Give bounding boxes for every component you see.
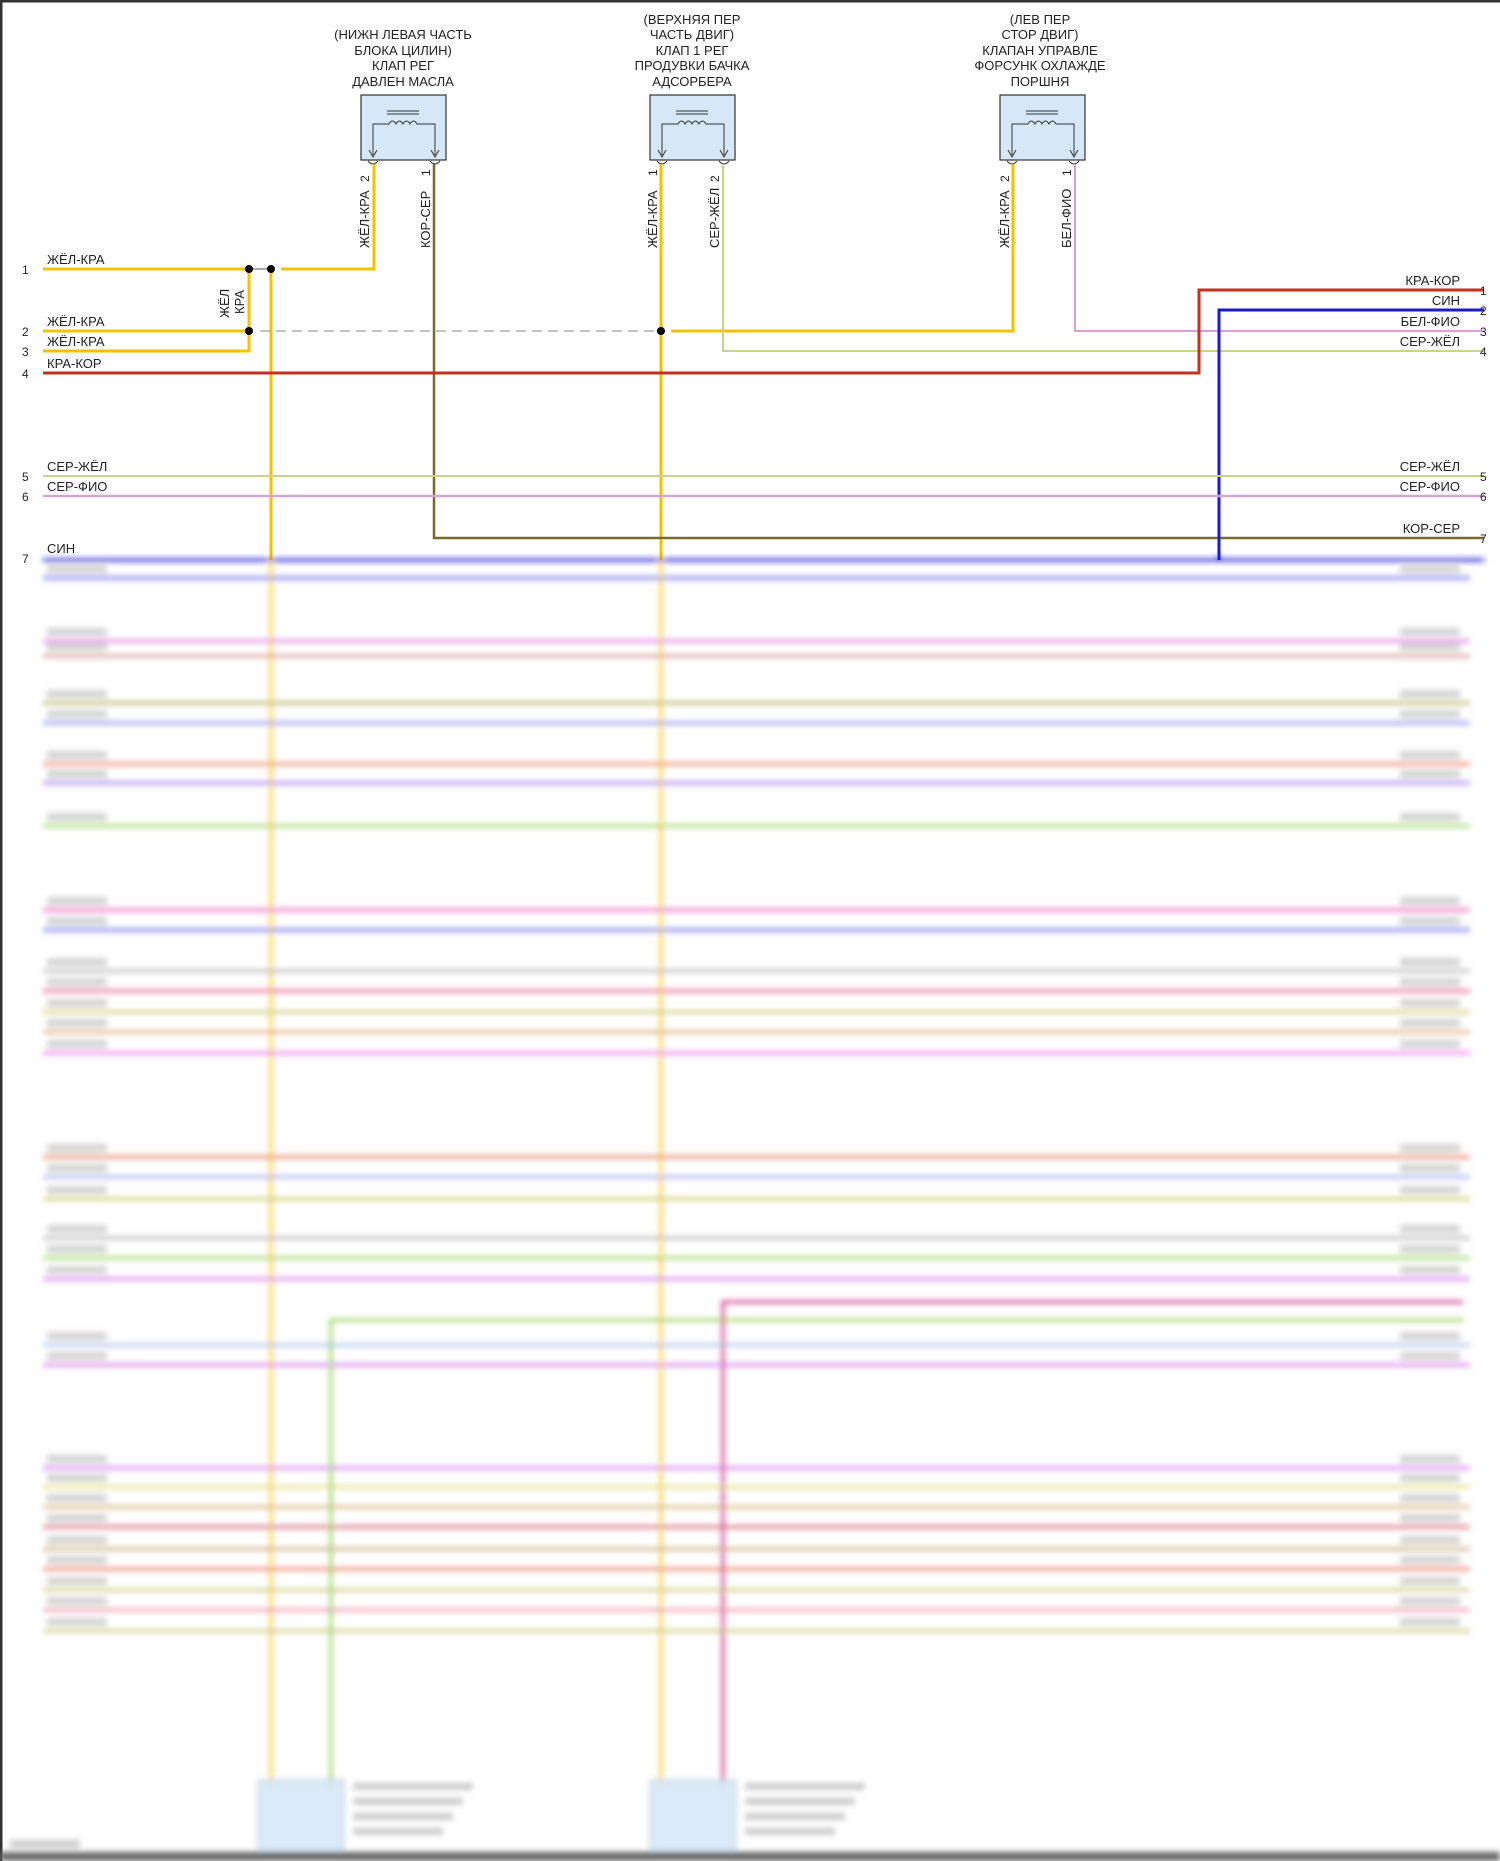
left-pin-number: 3 <box>22 345 29 359</box>
svg-text:БЕЛ-ФИО: БЕЛ-ФИО <box>1059 189 1074 248</box>
right-pin-number: 7 <box>1480 532 1487 546</box>
svg-text:ПОРШНЯ: ПОРШНЯ <box>1011 74 1070 89</box>
coil-icon <box>367 110 441 165</box>
left-wire-label: ЖЁЛ-КРА <box>47 252 105 267</box>
left-pin-number: 4 <box>22 367 29 381</box>
svg-text:ЖЁЛ-КРА: ЖЁЛ-КРА <box>997 190 1012 248</box>
component-pin-labels: 2 ЖЁЛ-КРА 1 КОР-СЕР 1 ЖЁЛ-КРА 2 СЕР-ЖЁЛ … <box>357 169 1074 248</box>
splice-dot <box>657 327 665 335</box>
svg-text:ЖЁЛ-КРА: ЖЁЛ-КРА <box>357 190 372 248</box>
left-connector: 1 ЖЁЛ-КРА 2 ЖЁЛ-КРА 3 ЖЁЛ-КРА 4 КРА-КОР 5 СЕР-ЖЁЛ… <box>22 252 107 566</box>
left-pin-number: 6 <box>22 490 29 504</box>
wire-kra-kor <box>43 288 1484 375</box>
right-wire-label: БЕЛ-ФИО <box>1401 314 1460 329</box>
component-1-title: (НИЖН ЛЕВАЯ ЧАСТЬ БЛОКА ЦИЛИН) КЛАП РЕГ … <box>334 27 472 89</box>
svg-text:2: 2 <box>998 175 1012 182</box>
right-pin-number: 4 <box>1480 345 1487 359</box>
svg-text:2: 2 <box>708 175 722 182</box>
svg-text:ДАВЛЕН МАСЛА: ДАВЛЕН МАСЛА <box>352 74 454 89</box>
splice-dot <box>245 327 253 335</box>
svg-text:(НИЖН ЛЕВАЯ ЧАСТЬ: (НИЖН ЛЕВАЯ ЧАСТЬ <box>334 27 472 42</box>
svg-text:КЛАПАН УПРАВЛЕ: КЛАПАН УПРАВЛЕ <box>982 43 1098 58</box>
right-wire-label: СЕР-ФИО <box>1400 479 1460 494</box>
right-wire-label: КРА-КОР <box>1405 273 1460 288</box>
wire-comp1-pin2 <box>281 164 376 271</box>
svg-text:КЛАП 1 РЕГ: КЛАП 1 РЕГ <box>656 43 729 58</box>
solenoid-connector-2 <box>649 94 736 165</box>
solenoid-connector-3 <box>999 94 1086 165</box>
left-pin-number: 2 <box>22 325 29 339</box>
right-pin-number: 1 <box>1480 284 1487 298</box>
right-pin-number: 3 <box>1480 325 1487 339</box>
component-2-title: (ВЕРХНЯЯ ПЕР ЧАСТЬ ДВИГ) КЛАП 1 РЕГ ПРОД… <box>635 12 750 89</box>
svg-text:1: 1 <box>1060 169 1074 176</box>
splice-dot <box>245 265 253 273</box>
svg-text:1: 1 <box>419 169 433 176</box>
left-wire-label: СЕР-ЖЁЛ <box>47 459 107 474</box>
wire-comp3-pin1 <box>1074 164 1484 332</box>
svg-text:(ЛЕВ ПЕР: (ЛЕВ ПЕР <box>1010 12 1071 27</box>
splice-label: КРА <box>232 290 247 314</box>
svg-text:(ВЕРХНЯЯ ПЕР: (ВЕРХНЯЯ ПЕР <box>644 12 741 27</box>
svg-text:ЖЁЛ-КРА: ЖЁЛ-КРА <box>645 190 660 248</box>
left-wire-label: СЕР-ФИО <box>47 479 107 494</box>
svg-text:СТОР ДВИГ): СТОР ДВИГ) <box>1002 27 1079 42</box>
coil-icon <box>656 110 730 165</box>
blurred-region <box>0 556 1500 1861</box>
svg-text:ФОРСУНК ОХЛАЖДЕ: ФОРСУНК ОХЛАЖДЕ <box>974 58 1106 73</box>
splice-dot <box>267 265 275 273</box>
left-wire-label: ЖЁЛ-КРА <box>47 314 105 329</box>
left-pin-number: 7 <box>22 552 29 566</box>
component-3-title: (ЛЕВ ПЕР СТОР ДВИГ) КЛАПАН УПРАВЛЕ ФОРСУ… <box>974 12 1106 89</box>
wire-comp1-pin1 <box>432 164 1484 540</box>
right-pin-number: 2 <box>1480 304 1487 318</box>
right-wire-label: СЕР-ЖЁЛ <box>1400 459 1460 474</box>
svg-text:ЧАСТЬ ДВИГ): ЧАСТЬ ДВИГ) <box>650 27 734 42</box>
right-connector: 1 КРА-КОР 2 СИН 3 БЕЛ-ФИО 4 СЕР-ЖЁЛ 5 СЕР-ЖЁЛ 6 СЕР… <box>1400 273 1487 546</box>
left-wire-label: СИН <box>47 541 75 556</box>
wire-comp2-pin2 <box>722 164 1484 352</box>
wire-comp3-pin2 <box>671 164 1015 333</box>
wire-left-3 <box>43 331 251 353</box>
right-pin-number: 6 <box>1480 490 1487 504</box>
left-pin-number: 1 <box>22 263 29 277</box>
right-wire-label: СИН <box>1432 293 1460 308</box>
left-wire-label: ЖЁЛ-КРА <box>47 334 105 349</box>
svg-text:КОР-СЕР: КОР-СЕР <box>418 191 433 248</box>
solenoid-connector-1 <box>360 94 447 165</box>
right-pin-number: 5 <box>1480 470 1487 484</box>
svg-text:1: 1 <box>646 169 660 176</box>
svg-text:КЛАП РЕГ: КЛАП РЕГ <box>372 58 434 73</box>
svg-text:ПРОДУВКИ БАЧКА: ПРОДУВКИ БАЧКА <box>635 58 750 73</box>
right-wire-label: СЕР-ЖЁЛ <box>1400 334 1460 349</box>
splice-label: ЖЁЛ <box>217 289 232 318</box>
svg-text:БЛОКА ЦИЛИН): БЛОКА ЦИЛИН) <box>354 43 452 58</box>
left-pin-number: 5 <box>22 470 29 484</box>
right-wire-label: КОР-СЕР <box>1403 521 1460 536</box>
svg-text:2: 2 <box>358 175 372 182</box>
svg-text:СЕР-ЖЁЛ: СЕР-ЖЁЛ <box>707 188 722 248</box>
left-wire-label: КРА-КОР <box>47 356 102 371</box>
svg-text:АДСОРБЕРА: АДСОРБЕРА <box>652 74 732 89</box>
